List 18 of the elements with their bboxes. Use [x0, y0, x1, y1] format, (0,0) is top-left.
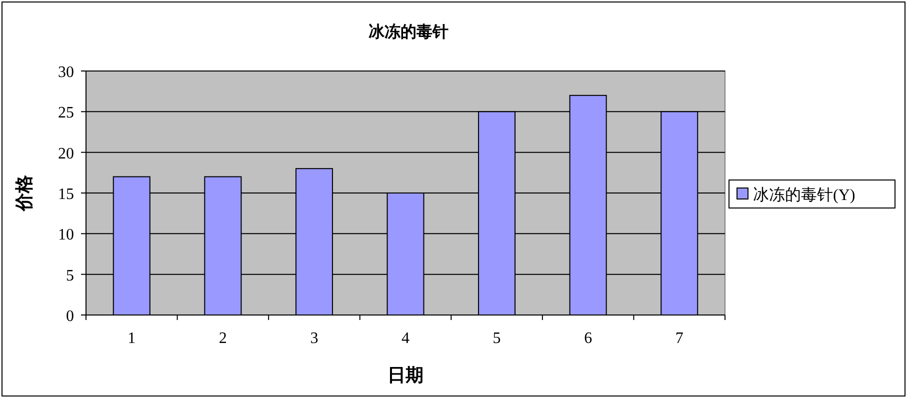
x-tick-label: 7 [675, 330, 684, 347]
x-axis-title: 日期 [388, 365, 424, 385]
x-tick-label: 2 [218, 330, 227, 347]
y-tick-label: 20 [58, 145, 74, 162]
y-tick-label: 30 [58, 64, 74, 81]
y-tick-label: 5 [66, 267, 74, 284]
x-tick-label: 4 [402, 330, 410, 347]
x-tick-label: 1 [128, 330, 136, 347]
y-tick-label: 15 [58, 186, 74, 203]
y-tick-label: 25 [58, 104, 74, 122]
x-tick-label: 6 [584, 330, 592, 347]
y-tick-label: 0 [66, 308, 74, 325]
legend-label: 冰冻的毒针(Y) [753, 186, 856, 204]
chart-title: 冰冻的毒针 [368, 23, 448, 41]
y-axis-title: 价格 [14, 174, 34, 212]
x-tick-label: 3 [310, 330, 318, 347]
x-tick-label: 5 [492, 330, 501, 347]
y-tick-label: 10 [58, 226, 74, 244]
